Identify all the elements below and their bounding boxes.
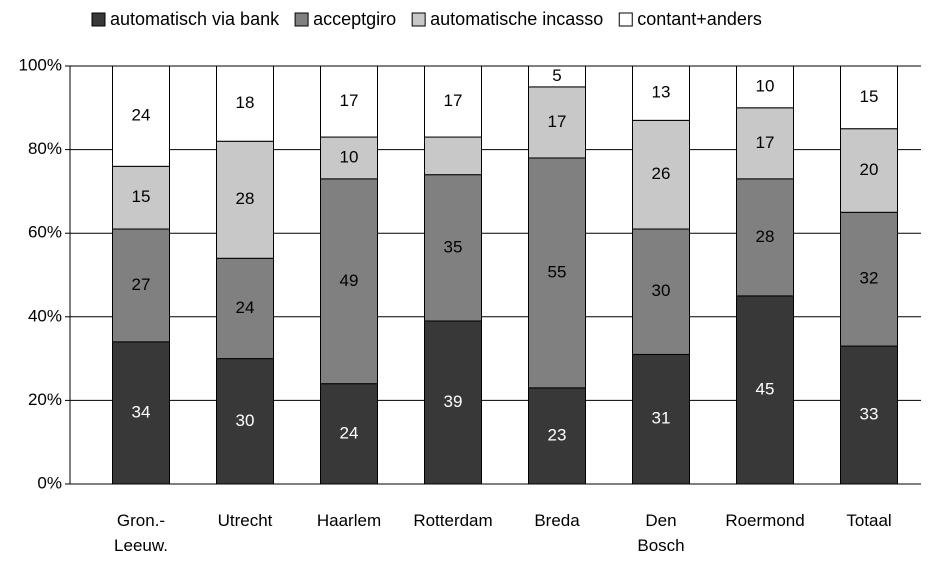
value-label: 27	[132, 275, 151, 294]
bar-segment	[112, 65, 170, 167]
value-label: 35	[444, 237, 463, 256]
bar-segment	[736, 107, 794, 180]
x-tick-label: Rotterdam	[413, 511, 492, 530]
bar-segment	[528, 86, 586, 159]
bar-segment	[424, 320, 482, 485]
value-label: 13	[652, 83, 671, 102]
bar-segment	[840, 211, 898, 347]
legend-label: automatische incasso	[430, 9, 603, 29]
x-tick-label: Haarlem	[317, 511, 381, 530]
bar-segment	[736, 295, 794, 485]
y-tick-label: 80%	[28, 139, 62, 158]
value-label: 17	[444, 91, 463, 110]
bar-segment	[840, 65, 898, 130]
value-label: 24	[132, 106, 151, 125]
value-label: 15	[132, 187, 151, 206]
value-label: 31	[652, 409, 671, 428]
value-label: 23	[548, 425, 567, 444]
value-label: 20	[860, 160, 879, 179]
bar-segment	[112, 228, 170, 343]
value-label: 5	[552, 66, 561, 85]
value-label: 49	[340, 271, 359, 290]
value-label: 10	[340, 147, 359, 166]
y-tick-label: 60%	[28, 223, 62, 242]
legend-swatch	[618, 12, 633, 27]
bar-segment	[216, 65, 274, 142]
x-tick-label: Den Bosch	[637, 511, 684, 555]
bar-segment	[216, 140, 274, 259]
legend-swatch	[294, 12, 309, 27]
legend-swatch	[91, 12, 106, 27]
value-label: 39	[444, 392, 463, 411]
bar-segment	[216, 257, 274, 360]
x-tick-label: Gron.-Leeuw.	[114, 511, 168, 555]
value-label: 17	[756, 133, 775, 152]
bar-segment	[840, 128, 898, 213]
bar-segment	[112, 341, 170, 485]
value-label: 28	[756, 227, 775, 246]
x-tick-label: Roermond	[725, 511, 804, 530]
legend-label: contant+anders	[637, 9, 762, 29]
value-label: 15	[860, 87, 879, 106]
value-label: 17	[548, 112, 567, 131]
value-label: 45	[756, 379, 775, 398]
y-tick-label: 40%	[28, 306, 62, 325]
value-label: 10	[756, 76, 775, 95]
value-label: 24	[340, 423, 359, 442]
x-tick-label: Utrecht	[218, 511, 273, 530]
value-label: 24	[236, 298, 255, 317]
bar-segment	[320, 178, 378, 385]
value-label: 26	[652, 164, 671, 183]
y-tick-label: 20%	[28, 390, 62, 409]
bar-segment	[424, 65, 482, 138]
legend-label: acceptgiro	[313, 9, 396, 29]
bar-segment	[632, 228, 690, 355]
bar-segment	[528, 65, 586, 88]
value-label: 34	[132, 402, 151, 421]
bar-segment	[216, 358, 274, 485]
value-label: 30	[652, 281, 671, 300]
legend-swatch	[411, 12, 426, 27]
value-label: 32	[860, 269, 879, 288]
x-tick-label: Totaal	[846, 511, 891, 530]
value-label: 33	[860, 405, 879, 424]
bar-segment	[424, 136, 482, 176]
bar-segment	[424, 174, 482, 322]
value-label: 55	[548, 262, 567, 281]
y-tick-label: 100%	[19, 55, 62, 74]
y-tick-label: 0%	[37, 473, 62, 492]
bar-segment	[320, 383, 378, 485]
bar-segment	[632, 353, 690, 485]
bar-segment	[632, 65, 690, 121]
value-label: 28	[236, 189, 255, 208]
value-label: 30	[236, 411, 255, 430]
bar-segment	[112, 165, 170, 230]
value-label: 18	[236, 93, 255, 112]
legend-label: automatisch via bank	[110, 9, 280, 29]
bar-segment	[528, 157, 586, 389]
bar-segment	[736, 65, 794, 109]
bar-segment	[528, 387, 586, 485]
bar-segment	[632, 119, 690, 230]
value-label: 17	[340, 91, 359, 110]
x-tick-label: Breda	[534, 511, 580, 530]
bar-segment	[320, 65, 378, 138]
